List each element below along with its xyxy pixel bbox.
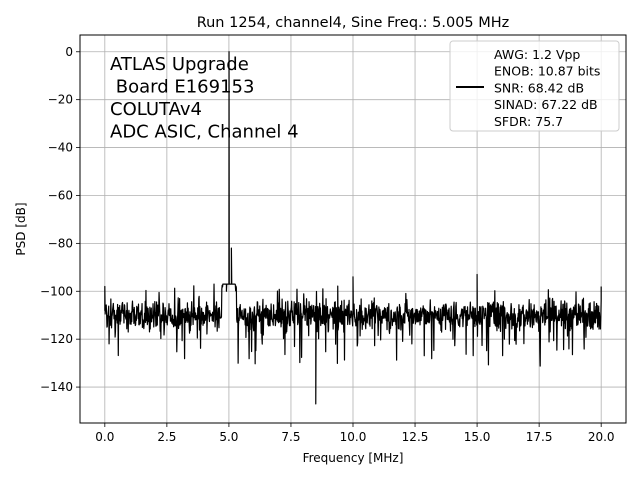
x-tick-label: 15.0 bbox=[464, 430, 491, 444]
x-tick-label: 7.5 bbox=[281, 430, 300, 444]
psd-trace bbox=[104, 51, 602, 405]
y-tick-label: −100 bbox=[40, 284, 73, 298]
x-tick-label: 5.0 bbox=[219, 430, 238, 444]
y-tick-label: −60 bbox=[48, 188, 73, 202]
y-tick-label: −140 bbox=[40, 380, 73, 394]
x-axis-ticks: 0.0 2.5 5.0 7.5 10.0 12.5 15.0 17.5 20.0 bbox=[95, 423, 615, 444]
legend-box bbox=[449, 40, 620, 132]
y-tick-label: −120 bbox=[40, 332, 73, 346]
legend-entry-line: AWG: 1.2 Vpp bbox=[494, 47, 580, 62]
legend-entry-line: ENOB: 10.87 bits bbox=[494, 64, 600, 79]
x-tick-label: 20.0 bbox=[588, 430, 615, 444]
y-tick-label: −80 bbox=[48, 236, 73, 250]
legend-entry-line: SNR: 68.42 dB bbox=[494, 80, 584, 95]
annotation-line: ATLAS Upgrade bbox=[110, 54, 249, 75]
x-tick-label: 0.0 bbox=[95, 430, 114, 444]
legend-entry-line: SFDR: 75.7 bbox=[494, 114, 563, 129]
x-axis-label: Frequency [MHz] bbox=[303, 451, 404, 465]
legend-entry-line: SINAD: 67.22 dB bbox=[494, 97, 598, 112]
annotation-line: COLUTAv4 bbox=[110, 99, 202, 120]
y-tick-label: −20 bbox=[48, 93, 73, 107]
x-tick-label: 17.5 bbox=[526, 430, 553, 444]
annotation-line: Board E169153 bbox=[110, 77, 254, 98]
y-axis-label: PSD [dB] bbox=[14, 202, 28, 255]
x-tick-label: 12.5 bbox=[402, 430, 429, 444]
x-tick-label: 10.0 bbox=[340, 430, 367, 444]
x-tick-label: 2.5 bbox=[157, 430, 176, 444]
psd-series-line bbox=[104, 51, 602, 405]
y-axis-ticks: 0 −20 −40 −60 −80 −100 −120 −140 bbox=[40, 45, 80, 394]
y-tick-label: −40 bbox=[48, 141, 73, 155]
annotation-line: ADC ASIC, Channel 4 bbox=[110, 122, 299, 143]
chart-title: Run 1254, channel4, Sine Freq.: 5.005 MH… bbox=[197, 15, 510, 31]
y-tick-label: 0 bbox=[65, 45, 73, 59]
